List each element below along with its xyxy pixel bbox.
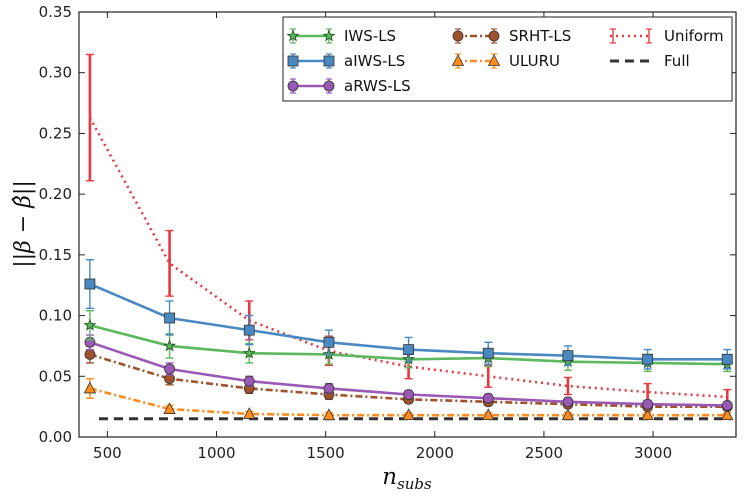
legend-marker (322, 29, 336, 42)
legend-marker (452, 30, 464, 42)
legend-item-full: Full (610, 52, 690, 70)
data-point-arws-ls (482, 392, 494, 404)
y-axis-title: ||β − β̂|| (11, 180, 36, 268)
y-tick-label: 0.00 (39, 428, 72, 446)
legend-marker (451, 54, 465, 66)
data-point-aiws-ls (164, 312, 175, 324)
x-tick-label: 2000 (416, 444, 454, 462)
legend-marker (287, 55, 299, 67)
legend-marker (488, 30, 500, 42)
legend-marker (287, 80, 299, 92)
data-point-arws-ls (323, 383, 335, 394)
x-tick-label: 3000 (634, 444, 672, 462)
data-point-srht-ls (84, 349, 96, 360)
y-tick-label: 0.15 (39, 246, 72, 264)
series-line-uniform (88, 117, 728, 399)
data-point-arws-ls (243, 375, 255, 387)
y-tick-label: 0.25 (39, 124, 72, 142)
data-point-uluru (561, 408, 575, 421)
data-point-arws-ls (403, 389, 414, 400)
legend-box (282, 16, 733, 102)
series-line-srht-ls (89, 353, 728, 408)
x-tick-label: 1500 (307, 444, 345, 462)
x-axis: 500 1000 1500 2000 2500 3000 (93, 12, 672, 462)
legend-label-iws-ls: IWS-LS (344, 27, 396, 45)
y-tick-label: 0.05 (39, 367, 72, 385)
data-point-aiws-ls (243, 324, 255, 336)
legend-item-uniform: Uniform (610, 27, 724, 45)
legend-label-srht-ls: SRHT-LS (509, 27, 571, 45)
data-point-aiws-ls (84, 278, 96, 290)
x-axis-title: nsubs (382, 464, 432, 493)
data-point-iws-ls (242, 346, 256, 359)
series-arws-ls (84, 334, 733, 411)
data-point-uluru (163, 402, 176, 414)
legend-label-uluru: ULURU (509, 52, 560, 70)
legend-label-aiws-ls: aIWS-LS (344, 52, 405, 70)
data-point-uluru (83, 381, 97, 394)
data-point-aiws-ls (403, 344, 414, 355)
data-point-aiws-ls (482, 347, 494, 359)
legend-marker (487, 54, 501, 66)
data-point-arws-ls (721, 400, 733, 411)
y-tick-label: 0.10 (39, 307, 72, 325)
legend-item-srht-ls: SRHT-LS (452, 27, 571, 45)
data-point-arws-ls (164, 363, 175, 375)
data-point-uluru (322, 408, 336, 421)
data-point-uluru (482, 408, 495, 421)
data-point-arws-ls (642, 398, 653, 410)
legend-marker (323, 80, 335, 92)
data-point-aiws-ls (721, 353, 733, 365)
legend-label-arws-ls: aRWS-LS (344, 77, 411, 95)
data-point-arws-ls (562, 396, 574, 408)
data-point-aiws-ls (642, 353, 653, 365)
x-tick-label: 1000 (197, 444, 235, 462)
legend-item-aiws-ls: aIWS-LS (287, 52, 405, 70)
legend-marker (323, 55, 335, 67)
legend: IWS-LS aIWS-LS aRWS-LS SRHT-LS ULURU Uniform F… (282, 16, 733, 102)
y-tick-label: 0.20 (39, 185, 72, 203)
series-uluru (83, 378, 734, 421)
series-aiws-ls (84, 259, 733, 370)
y-tick-label: 0.30 (39, 64, 72, 82)
series-layer (83, 53, 734, 421)
legend-item-iws-ls: IWS-LS (286, 27, 396, 45)
y-axis: 0.00 0.05 0.10 0.15 0.20 0.25 0.30 0.35 (39, 3, 736, 446)
legend-item-arws-ls: aRWS-LS (287, 77, 411, 95)
legend-label-uniform: Uniform (664, 27, 724, 45)
y-tick-label: 0.35 (39, 3, 72, 21)
data-point-uluru (402, 408, 415, 421)
data-point-uluru (721, 408, 734, 421)
legend-item-uluru: ULURU (451, 52, 560, 70)
data-point-aiws-ls (562, 350, 574, 362)
data-point-uluru (243, 407, 256, 419)
legend-label-full: Full (664, 52, 690, 70)
x-tick-label: 500 (93, 444, 122, 462)
data-point-iws-ls (163, 339, 176, 352)
x-axis-title-subscript: subs (397, 475, 432, 493)
x-tick-label: 2500 (525, 444, 563, 462)
legend-marker (286, 29, 300, 42)
data-point-uluru (641, 408, 654, 421)
data-point-aiws-ls (323, 336, 335, 348)
data-point-iws-ls (83, 318, 97, 331)
